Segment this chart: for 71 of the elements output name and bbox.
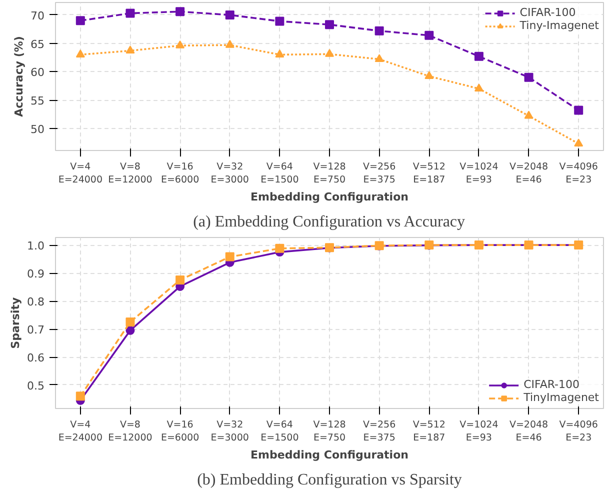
y-tick-label: 1.0	[27, 240, 45, 253]
x-tick-label: V=512 E=187	[412, 162, 446, 186]
x-tick-label: V=512 E=187	[412, 420, 446, 444]
y-tick-label: 60	[30, 66, 45, 80]
point	[424, 30, 434, 40]
x-tick-label: V=32 E=3000	[210, 420, 249, 444]
y-tick-label: 65	[30, 38, 45, 51]
text: (a) Embedding Configuration vs Accuracy	[193, 214, 466, 230]
point	[176, 276, 185, 285]
point	[374, 26, 384, 36]
y-tick-label: 55	[30, 94, 45, 108]
y-tick-label: 0.5	[27, 379, 45, 392]
point	[275, 244, 284, 253]
y-tick-label: 70	[30, 9, 45, 22]
point	[225, 10, 234, 20]
x-tick-label: V=4 E=24000	[58, 162, 103, 186]
x-tick-label: V=128 E=750	[313, 420, 346, 444]
y-axis-title: Sparsity	[9, 297, 22, 349]
point	[474, 52, 484, 61]
point	[76, 16, 85, 26]
x-tick-label: V=16 E=6000	[160, 162, 200, 186]
x-tick-label: V=256 E=375	[363, 162, 396, 186]
point	[275, 50, 284, 58]
point	[225, 40, 234, 48]
legend-label: TinyImagenet	[524, 391, 599, 404]
legend-label: CIFAR-100	[524, 378, 580, 391]
point	[524, 72, 534, 82]
point	[325, 20, 334, 30]
x-tick-label: V=4096 E=23	[559, 420, 598, 444]
point	[424, 71, 434, 80]
y-tick-label: 0.8	[27, 296, 45, 309]
y-tick-label: 0.7	[27, 324, 45, 337]
legend-label: CIFAR-100	[520, 6, 576, 19]
y-tick-label: 0.9	[27, 268, 45, 281]
x-tick-label: V=64 E=1500	[260, 420, 299, 444]
x-tick-label: V=1024 E=93	[460, 162, 498, 186]
point	[126, 326, 135, 335]
x-tick-label: V=64 E=1500	[260, 162, 299, 186]
point	[325, 48, 334, 57]
x-tick-label: V=8 E=12000	[108, 162, 152, 186]
x-tick-label: V=2048 E=46	[509, 420, 548, 444]
x-tick-label: V=8 E=12000	[108, 420, 152, 444]
y-tick-label: 50	[30, 122, 45, 136]
text: (b) Embedding Configuration vs Sparsity	[197, 472, 462, 488]
point	[374, 54, 384, 62]
x-tick-label: V=256 E=375	[363, 420, 396, 444]
y-tick-label: 0.6	[27, 352, 45, 365]
point	[474, 84, 484, 92]
x-tick-label: V=1024 E=93	[460, 420, 498, 444]
point	[126, 8, 135, 18]
x-axis-title: Embedding Configuration	[250, 448, 408, 462]
point	[76, 50, 85, 58]
legend-label: Tiny-Imagenet	[520, 19, 599, 32]
point	[176, 7, 185, 16]
point	[126, 318, 135, 327]
point	[524, 110, 534, 119]
point	[126, 46, 135, 54]
point	[574, 106, 584, 115]
point	[176, 40, 185, 48]
point	[574, 138, 584, 147]
x-tick-label: V=128 E=750	[313, 162, 346, 186]
point	[275, 16, 284, 26]
x-tick-label: V=2048 E=46	[509, 162, 548, 186]
x-tick-label: V=4096 E=23	[559, 162, 598, 186]
point	[76, 392, 85, 401]
x-tick-label: V=32 E=3000	[210, 162, 249, 186]
x-axis-title: Embedding Configuration	[250, 190, 408, 204]
y-axis-title: Accuracy (%)	[12, 36, 26, 117]
x-tick-label: V=4 E=24000	[58, 420, 103, 444]
x-tick-label: V=16 E=6000	[160, 420, 200, 444]
point	[225, 252, 234, 262]
